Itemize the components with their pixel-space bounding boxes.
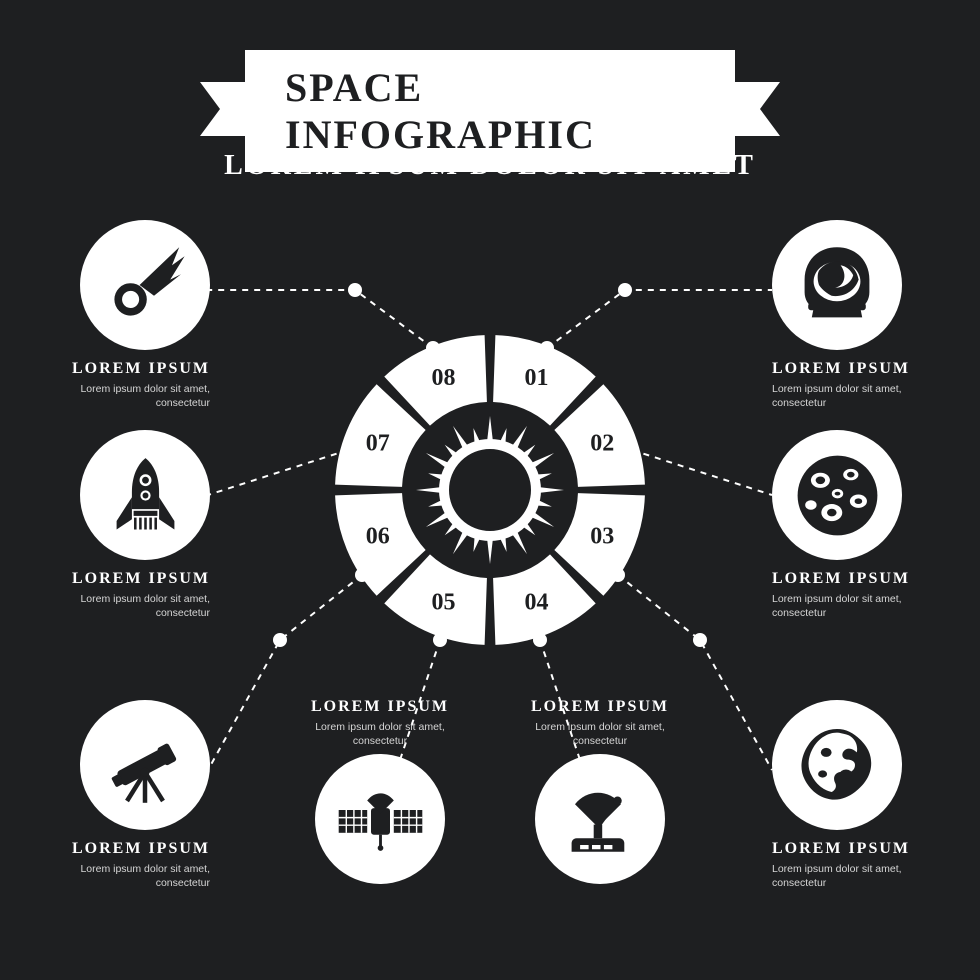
astronaut-helmet-icon — [772, 220, 902, 350]
item-06: LOREM IPSUM Lorem ipsum dolor sit amet, … — [30, 700, 210, 890]
item-title: LOREM IPSUM — [772, 360, 952, 378]
item-desc: Lorem ipsum dolor sit amet, consectetur — [510, 720, 690, 748]
item-07: LOREM IPSUM Lorem ipsum dolor sit amet, … — [30, 430, 210, 620]
item-03: LOREM IPSUM Lorem ipsum dolor sit amet, … — [772, 700, 952, 890]
comet-icon — [80, 220, 210, 350]
sun-icon — [416, 416, 564, 564]
banner-ribbon-left — [200, 82, 250, 136]
hub-segment-label: 07 — [366, 431, 390, 457]
item-01: LOREM IPSUM Lorem ipsum dolor sit amet, … — [772, 220, 952, 410]
connector-dot — [693, 633, 707, 647]
item-title: LOREM IPSUM — [290, 698, 470, 716]
hub-segment-label: 06 — [366, 523, 390, 549]
hub-segment-label: 01 — [524, 365, 548, 391]
item-title: LOREM IPSUM — [30, 570, 210, 588]
hub-segment-label: 03 — [590, 523, 614, 549]
connector-dot — [618, 283, 632, 297]
radar-dish-icon — [535, 754, 665, 884]
asteroid-icon — [772, 700, 902, 830]
connector-dot — [273, 633, 287, 647]
hub-segment-label: 05 — [432, 589, 456, 615]
item-title: LOREM IPSUM — [30, 360, 210, 378]
item-title: LOREM IPSUM — [510, 698, 690, 716]
item-desc: Lorem ipsum dolor sit amet, consectetur — [30, 592, 210, 620]
satellite-icon — [315, 754, 445, 884]
item-title: LOREM IPSUM — [772, 570, 952, 588]
item-title: LOREM IPSUM — [30, 840, 210, 858]
hub-segment-label: 08 — [432, 365, 456, 391]
item-desc: Lorem ipsum dolor sit amet, consectetur — [772, 862, 952, 890]
item-05: LOREM IPSUM Lorem ipsum dolor sit amet, … — [290, 700, 470, 884]
telescope-icon — [80, 700, 210, 830]
item-desc: Lorem ipsum dolor sit amet, consectetur — [772, 592, 952, 620]
hub-chart: 01 02 03 04 05 06 07 08 — [320, 320, 660, 660]
item-title: LOREM IPSUM — [772, 840, 952, 858]
banner-subtitle: LOREM IPSUM DOLOR SIT AMET — [0, 150, 980, 182]
item-desc: Lorem ipsum dolor sit amet, consectetur — [30, 382, 210, 410]
item-desc: Lorem ipsum dolor sit amet, consectetur — [772, 382, 952, 410]
hub-segment-label: 02 — [590, 431, 614, 457]
item-04: LOREM IPSUM Lorem ipsum dolor sit amet, … — [510, 700, 690, 884]
item-02: LOREM IPSUM Lorem ipsum dolor sit amet, … — [772, 430, 952, 620]
item-desc: Lorem ipsum dolor sit amet, consectetur — [30, 862, 210, 890]
rocket-icon — [80, 430, 210, 560]
central-hub: 01 02 03 04 05 06 07 08 — [320, 320, 660, 660]
banner-ribbon-right — [730, 82, 780, 136]
hub-segment-label: 04 — [524, 589, 548, 615]
item-08: LOREM IPSUM Lorem ipsum dolor sit amet, … — [30, 220, 210, 410]
connector-dot — [348, 283, 362, 297]
item-desc: Lorem ipsum dolor sit amet, consectetur — [290, 720, 470, 748]
moon-icon — [772, 430, 902, 560]
